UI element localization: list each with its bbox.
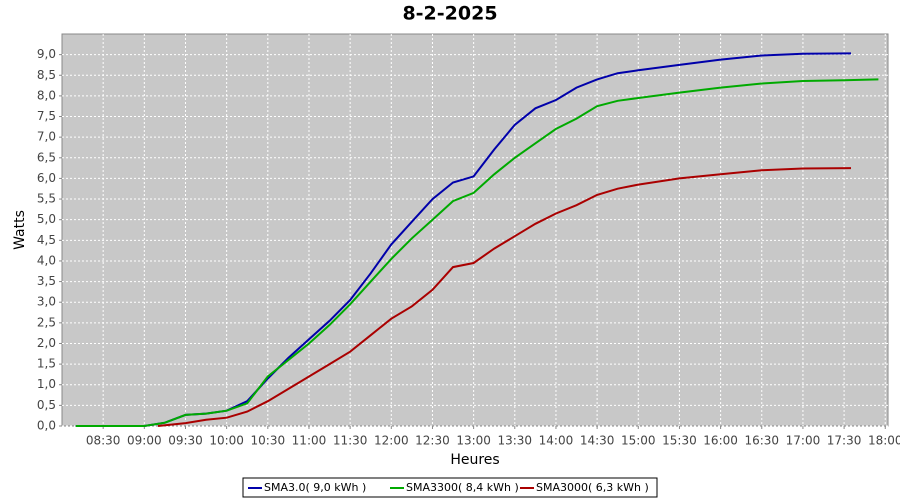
y-tick-label: 3,0	[37, 295, 56, 309]
y-tick-label: 8,5	[37, 68, 56, 82]
y-tick-label: 4,5	[37, 233, 56, 247]
x-tick-label: 13:30	[497, 434, 532, 448]
y-tick-label: 0,0	[37, 419, 56, 433]
x-tick-label: 14:30	[580, 434, 615, 448]
x-tick-label: 15:00	[621, 434, 656, 448]
y-tick-label: 6,5	[37, 150, 56, 164]
y-tick-label: 8,0	[37, 88, 56, 102]
x-tick-label: 17:30	[827, 434, 862, 448]
y-tick-label: 1,5	[37, 357, 56, 371]
y-tick-label: 0,5	[37, 398, 56, 412]
legend	[242, 477, 658, 498]
y-tick-label: 5,5	[37, 192, 56, 206]
chart-title: 8-2-2025	[402, 3, 497, 25]
y-tick-label: 3,5	[37, 274, 56, 288]
y-tick-label: 1,0	[37, 377, 56, 391]
x-tick-label: 12:30	[415, 434, 450, 448]
series-line	[157, 167, 852, 427]
y-axis-label: Watts	[12, 210, 28, 250]
x-tick-label: 10:00	[209, 434, 244, 448]
y-tick-label: 5,0	[37, 212, 56, 226]
x-tick-label: 18:00	[868, 434, 900, 448]
series-line	[75, 78, 879, 427]
legend-label: SMA3.0( 9,0 kWh )	[264, 481, 366, 494]
x-tick-label: 13:00	[456, 434, 491, 448]
legend-label: SMA3300( 8,4 kWh )	[406, 481, 519, 494]
x-tick-label: 09:30	[168, 434, 203, 448]
x-tick-label: 12:00	[374, 434, 409, 448]
x-tick-label: 09:00	[127, 434, 162, 448]
y-tick-label: 2,5	[37, 315, 56, 329]
x-tick-label: 17:00	[786, 434, 821, 448]
y-tick-label: 9,0	[37, 47, 56, 61]
y-tick-label: 4,0	[37, 253, 56, 267]
x-tick-label: 16:30	[744, 434, 779, 448]
y-tick-label: 2,0	[37, 336, 56, 350]
plot-area	[61, 33, 889, 427]
x-tick-label: 08:30	[86, 434, 121, 448]
x-axis-label: Heures	[450, 452, 499, 468]
x-tick-label: 16:00	[703, 434, 738, 448]
x-tick-label: 11:00	[292, 434, 327, 448]
legend-label: SMA3000( 6,3 kWh )	[536, 481, 649, 494]
y-tick-label: 7,5	[37, 109, 56, 123]
y-tick-label: 7,0	[37, 130, 56, 144]
y-tick-label: 6,0	[37, 171, 56, 185]
x-tick-label: 11:30	[333, 434, 368, 448]
x-tick-label: 14:00	[539, 434, 574, 448]
x-tick-label: 10:30	[251, 434, 286, 448]
x-tick-label: 15:30	[662, 434, 697, 448]
